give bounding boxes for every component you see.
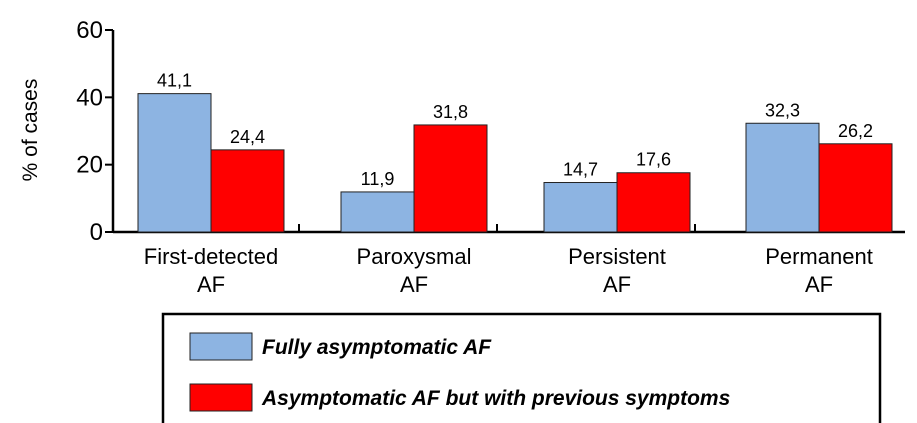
legend-label: Fully asymptomatic AF — [262, 336, 492, 359]
y-axis-label: % of cases — [19, 79, 42, 182]
y-tick-label: 0 — [90, 219, 103, 246]
category-label: AF — [197, 272, 225, 297]
category-labels: First-detected AF Paroxysmal AF Persistent AF… — [144, 244, 873, 297]
bars — [137, 93, 893, 233]
category-label: AF — [805, 272, 833, 297]
category-label: Paroxysmal — [357, 244, 472, 269]
bar-fully-asymptomatic — [137, 93, 212, 233]
value-label: 41,1 — [157, 71, 192, 91]
bar-fully-asymptomatic — [745, 122, 820, 233]
bar-previous-symptoms — [818, 143, 893, 233]
category-label: AF — [603, 272, 631, 297]
value-labels: 41,1 24,4 11,9 31,8 14,7 17,6 32,3 26,2 — [157, 71, 873, 189]
legend-box — [161, 312, 882, 423]
y-tick-label: 20 — [76, 152, 103, 179]
value-label: 32,3 — [765, 100, 800, 120]
legend: Fully asymptomatic AF Asymptomatic AF but… — [161, 312, 882, 423]
value-label: 24,4 — [230, 127, 265, 147]
legend-swatch — [189, 383, 253, 412]
legend-label: Asymptomatic AF but with previous sympto… — [261, 387, 730, 410]
category-label: Persistent — [568, 244, 666, 269]
value-label: 31,8 — [433, 102, 468, 122]
bar-fully-asymptomatic — [543, 182, 618, 233]
value-label: 17,6 — [636, 150, 671, 170]
bar-previous-symptoms — [210, 149, 285, 233]
category-label: AF — [400, 272, 428, 297]
bar-fully-asymptomatic — [340, 191, 415, 233]
bar-previous-symptoms — [616, 172, 691, 233]
y-ticks: 0 20 40 60 — [76, 17, 113, 246]
y-tick-label: 40 — [76, 84, 103, 111]
value-label: 14,7 — [563, 160, 598, 180]
category-label: First-detected — [144, 244, 279, 269]
y-tick-label: 60 — [76, 17, 103, 44]
bar-previous-symptoms — [413, 124, 488, 233]
category-label: Permanent — [765, 244, 873, 269]
value-label: 26,2 — [838, 121, 873, 141]
legend-swatch — [189, 332, 253, 361]
value-label: 11,9 — [361, 169, 395, 189]
